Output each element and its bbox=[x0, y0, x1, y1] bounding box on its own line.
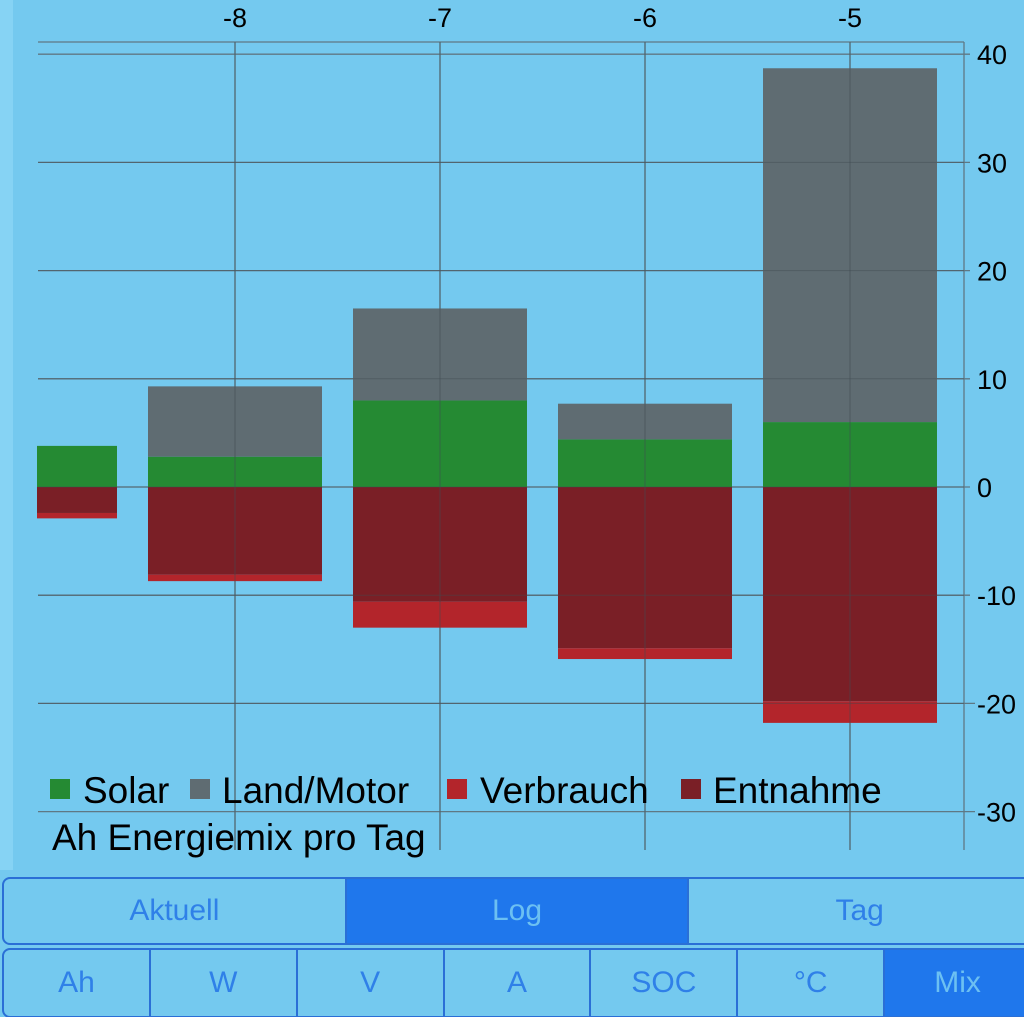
legend-label: Land/Motor bbox=[222, 770, 409, 811]
view-mode-segmented-control: Aktuell Log Tag bbox=[2, 877, 1024, 945]
legend: Solar Land/Motor Verbrauch Entnahme bbox=[50, 770, 882, 811]
bars bbox=[37, 42, 964, 850]
bar-verbrauch bbox=[37, 512, 117, 519]
legend-swatch bbox=[50, 779, 70, 799]
chart-title: Ah Energiemix pro Tag bbox=[52, 817, 426, 858]
tab-aktuell[interactable]: Aktuell bbox=[129, 894, 220, 927]
tab-tag[interactable]: Tag bbox=[687, 879, 1024, 943]
legend-label: Entnahme bbox=[713, 770, 882, 811]
x-tick-label: -8 bbox=[223, 3, 247, 33]
tab-mix[interactable]: Mix bbox=[883, 950, 1024, 1016]
tab-a[interactable]: A bbox=[442, 950, 590, 1016]
x-tick-label: -5 bbox=[838, 3, 862, 33]
tab-celsius[interactable]: °C bbox=[736, 950, 883, 1016]
y-tick-label: 30 bbox=[977, 148, 1007, 178]
legend-swatch bbox=[447, 779, 467, 799]
energy-mix-chart: -8 -7 -6 -5 40 30 20 10 0 -10 -20 -30 Solar Land/Mo… bbox=[37, 3, 1016, 858]
tab-v[interactable]: V bbox=[295, 950, 443, 1016]
y-tick-label: -10 bbox=[977, 581, 1016, 611]
bar-solar bbox=[37, 445, 117, 487]
x-tick-label: -7 bbox=[428, 3, 452, 33]
y-tick-label: -20 bbox=[977, 689, 1016, 719]
bar-entnahme bbox=[37, 487, 117, 513]
x-axis-ticks: -8 -7 -6 -5 bbox=[223, 3, 862, 33]
unit-segmented-control: Ah W V A SOC °C Mix bbox=[2, 948, 1024, 1017]
legend-swatch bbox=[681, 779, 701, 799]
y-tick-label: 0 bbox=[977, 473, 992, 503]
x-tick-label: -6 bbox=[633, 3, 657, 33]
y-tick-label: 10 bbox=[977, 365, 1007, 395]
tab-w[interactable]: W bbox=[148, 950, 296, 1016]
legend-label: Verbrauch bbox=[480, 770, 649, 811]
legend-swatch bbox=[190, 779, 210, 799]
y-tick-label: 20 bbox=[977, 257, 1007, 287]
y-axis-ticks: 40 30 20 10 0 -10 -20 -30 bbox=[977, 40, 1016, 827]
tab-ah[interactable]: Ah bbox=[58, 966, 95, 999]
y-tick-label: 40 bbox=[977, 40, 1007, 70]
tab-soc[interactable]: SOC bbox=[589, 950, 736, 1016]
tab-log[interactable]: Log bbox=[344, 879, 688, 943]
legend-label: Solar bbox=[83, 770, 169, 811]
left-edge-strip bbox=[0, 0, 13, 870]
y-tick-label: -30 bbox=[977, 798, 1016, 828]
